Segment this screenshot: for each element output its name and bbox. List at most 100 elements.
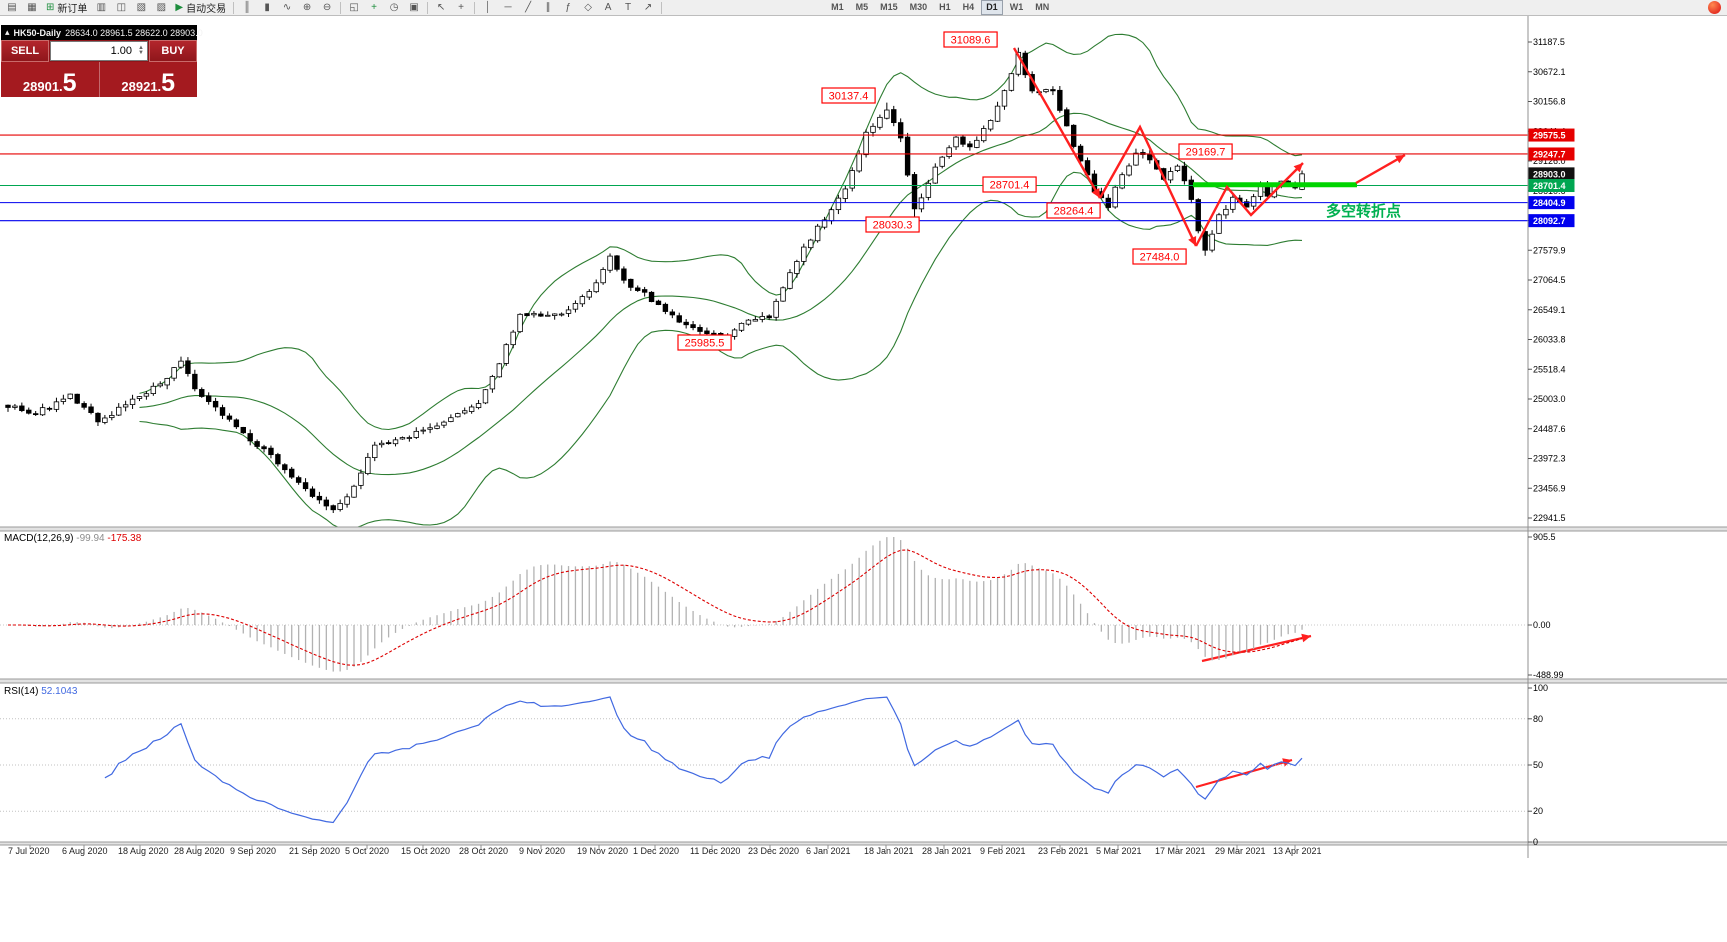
fibonacci-icon: ƒ bbox=[565, 1, 571, 13]
timeframe-M5[interactable]: M5 bbox=[855, 2, 869, 12]
alert-icon[interactable] bbox=[1708, 1, 1721, 14]
trend-arrow[interactable] bbox=[1098, 124, 1198, 247]
timeframe-H4[interactable]: H4 bbox=[962, 2, 975, 12]
price-pane[interactable] bbox=[5, 33, 1305, 529]
trend-arrow[interactable] bbox=[1012, 47, 1102, 199]
callout-27484.0[interactable] bbox=[1132, 248, 1187, 265]
svg-text:23456.9: 23456.9 bbox=[1533, 483, 1566, 493]
macd-label: MACD(12,26,9) -99.94 -175.38 bbox=[4, 533, 142, 544]
channel-icon[interactable]: ∥ bbox=[538, 1, 558, 15]
data-window-icon[interactable]: ◫ bbox=[111, 1, 131, 15]
timeframe-M30[interactable]: M30 bbox=[909, 2, 928, 12]
shapes-icon[interactable]: ◇ bbox=[578, 1, 598, 15]
market-watch-icon[interactable]: ▥ bbox=[91, 1, 111, 15]
line-chart-icon[interactable]: ∿ bbox=[277, 1, 297, 15]
bar-chart-icon[interactable]: ║ bbox=[237, 1, 257, 15]
candles-layer bbox=[5, 47, 1305, 513]
collapse-icon[interactable]: ▴ bbox=[5, 27, 10, 37]
periods-icon[interactable]: ◷ bbox=[384, 1, 404, 15]
indicators-icon[interactable]: + bbox=[364, 1, 384, 15]
svg-text:100: 100 bbox=[1533, 683, 1548, 693]
bollinger-lower-line bbox=[139, 171, 1303, 527]
crosshair-icon[interactable]: + bbox=[451, 1, 471, 15]
candlestick-chart-icon[interactable]: ▮ bbox=[257, 1, 277, 15]
periods-icon: ◷ bbox=[389, 1, 399, 13]
svg-text:19 Nov 2020: 19 Nov 2020 bbox=[577, 846, 628, 856]
vertical-line-icon[interactable]: │ bbox=[478, 1, 498, 15]
time-axis[interactable]: 7 Jul 2020 6 Aug 2020 18 Aug 2020 28 Aug 20… bbox=[8, 845, 1322, 856]
trend-arrow[interactable] bbox=[1194, 162, 1304, 247]
zoom-out-icon[interactable]: ⊖ bbox=[317, 1, 337, 15]
zoom-out-icon: ⊖ bbox=[322, 1, 332, 13]
timeframe-H1[interactable]: H1 bbox=[939, 2, 951, 12]
fibonacci-icon[interactable]: ƒ bbox=[558, 1, 578, 15]
auto-trading-button[interactable]: ▶ 自动交易 bbox=[171, 1, 230, 15]
zoom-in-icon[interactable]: ⊕ bbox=[297, 1, 317, 15]
svg-text:7 Jul 2020: 7 Jul 2020 bbox=[8, 846, 50, 856]
channel-icon: ∥ bbox=[545, 1, 551, 13]
market-watch-icon: ▥ bbox=[96, 1, 107, 13]
callout-text: 27484.0 bbox=[1140, 252, 1180, 264]
callout-30137.4[interactable] bbox=[821, 87, 876, 104]
svg-text:22941.5: 22941.5 bbox=[1533, 513, 1566, 523]
rsi-label: RSI(14) 52.1043 bbox=[4, 686, 78, 697]
tile-windows-icon[interactable]: ◱ bbox=[344, 1, 364, 15]
pane-divider[interactable] bbox=[0, 527, 1727, 531]
callout-28030.3[interactable] bbox=[865, 216, 920, 233]
axis-price-box-28404.9 bbox=[1528, 196, 1575, 210]
terminal-icon[interactable]: ▨ bbox=[151, 1, 171, 15]
sell-price[interactable]: 28901. 5 bbox=[1, 62, 100, 97]
volume-up-icon[interactable]: ▲ bbox=[138, 45, 144, 51]
svg-text:905.5: 905.5 bbox=[1533, 532, 1556, 542]
chart-properties-icon[interactable]: ▦ bbox=[22, 1, 42, 15]
volume-down-icon[interactable]: ▼ bbox=[138, 50, 144, 56]
text-icon[interactable]: A bbox=[598, 1, 618, 15]
callout-text: 28264.4 bbox=[1054, 206, 1094, 218]
callout-28701.4[interactable] bbox=[982, 176, 1037, 193]
timeframe-MN[interactable]: MN bbox=[1035, 2, 1050, 12]
horizontal-line-icon[interactable]: ─ bbox=[498, 1, 518, 15]
svg-text:1 Dec 2020: 1 Dec 2020 bbox=[633, 846, 679, 856]
trend-arrow[interactable] bbox=[1355, 153, 1406, 185]
sell-button[interactable]: SELL bbox=[1, 40, 49, 62]
svg-text:29 Mar 2021: 29 Mar 2021 bbox=[1215, 846, 1266, 856]
timeframe-W1[interactable]: W1 bbox=[1009, 2, 1024, 12]
ohlc-values: 28634.0 28961.5 28622.0 28903.0 bbox=[65, 27, 203, 38]
trend-arrow[interactable] bbox=[1195, 758, 1293, 789]
callout-29169.7[interactable] bbox=[1178, 143, 1233, 160]
new-order-button[interactable]: ⊞ 新订单 bbox=[42, 1, 91, 15]
annotation-text[interactable]: 多空转折点 bbox=[1326, 202, 1401, 220]
callout-28264.4[interactable] bbox=[1046, 202, 1101, 219]
charts-grid-icon[interactable]: ▤ bbox=[2, 1, 22, 15]
svg-text:9 Feb 2021: 9 Feb 2021 bbox=[980, 846, 1026, 856]
timeframe-M1[interactable]: M1 bbox=[831, 2, 844, 12]
timeframe-D1[interactable]: D1 bbox=[981, 0, 1003, 15]
ohlc-bar[interactable]: ▴ HK50-Daily 28634.0 28961.5 28622.0 289… bbox=[1, 25, 203, 40]
svg-text:28903.0: 28903.0 bbox=[1533, 169, 1566, 179]
trend-arrow[interactable] bbox=[1201, 634, 1312, 663]
buy-price-main: 28921. bbox=[121, 79, 162, 94]
templates-icon[interactable]: ▣ bbox=[404, 1, 424, 15]
sell-price-big-digit: 5 bbox=[62, 69, 77, 97]
label-icon[interactable]: T bbox=[618, 1, 638, 15]
callout-25985.5[interactable] bbox=[677, 334, 732, 351]
callout-31089.6[interactable] bbox=[943, 31, 998, 48]
rsi-line bbox=[104, 696, 1303, 824]
cursor-icon[interactable]: ↖ bbox=[431, 1, 451, 15]
timeframe-M15[interactable]: M15 bbox=[880, 2, 898, 12]
axis-price-box-29247.7 bbox=[1528, 147, 1575, 161]
volume-input[interactable] bbox=[51, 44, 135, 58]
bar-chart-icon: ║ bbox=[243, 1, 251, 13]
svg-text:80: 80 bbox=[1533, 714, 1543, 724]
arrows-tool-icon[interactable]: ↗ bbox=[638, 1, 658, 15]
charts-grid-icon: ▤ bbox=[7, 1, 17, 13]
navigator-icon[interactable]: ▧ bbox=[131, 1, 151, 15]
pane-divider[interactable] bbox=[0, 679, 1727, 683]
pane-divider[interactable] bbox=[0, 842, 1727, 845]
svg-text:28404.9: 28404.9 bbox=[1533, 198, 1566, 208]
buy-button[interactable]: BUY bbox=[149, 40, 197, 62]
trendline-icon[interactable]: ╱ bbox=[518, 1, 538, 15]
toolbar-separator bbox=[474, 1, 476, 14]
buy-price[interactable]: 28921. 5 bbox=[100, 62, 198, 97]
